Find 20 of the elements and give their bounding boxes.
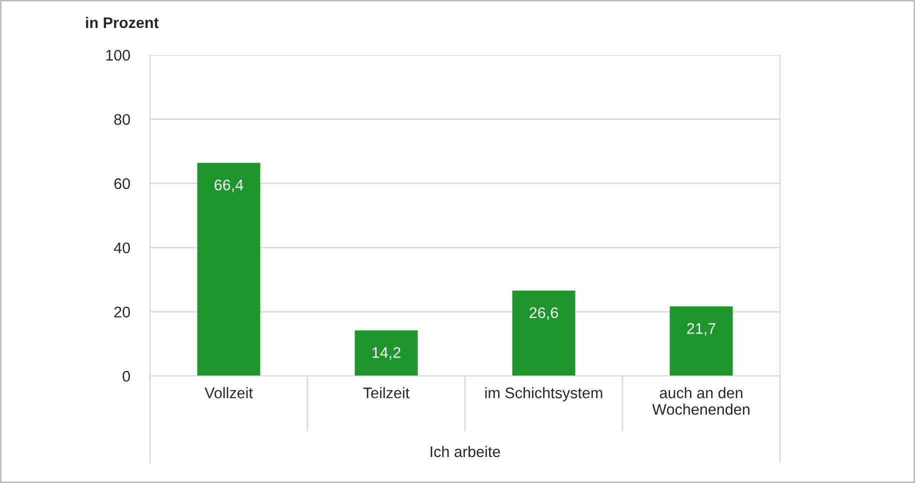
x-tick-label: Teilzeit xyxy=(363,387,410,398)
x-tick-label: Vollzeit xyxy=(204,387,253,398)
y-tick-label: 80 xyxy=(114,114,130,125)
bar xyxy=(197,162,260,376)
y-tick-label: 100 xyxy=(106,50,130,61)
bar xyxy=(670,306,733,376)
data-label: 14,2 xyxy=(372,347,400,360)
x-tick-label: im Schichtsystem xyxy=(485,387,602,402)
y-tick-label: 60 xyxy=(114,178,130,190)
bar xyxy=(354,330,418,376)
bar xyxy=(512,290,576,376)
data-label: 26,6 xyxy=(530,307,558,320)
y-tick-label: 0 xyxy=(122,370,130,382)
y-axis-title: in Prozent xyxy=(86,16,159,28)
x-axis-title: Ich arbeite xyxy=(430,446,500,458)
y-tick-label: 40 xyxy=(114,242,130,254)
data-label: 66,4 xyxy=(214,180,244,192)
x-tick-label: auch an den Wochenenden xyxy=(652,387,750,415)
y-tick-label: 20 xyxy=(114,306,130,318)
data-label: 21,7 xyxy=(687,323,716,336)
